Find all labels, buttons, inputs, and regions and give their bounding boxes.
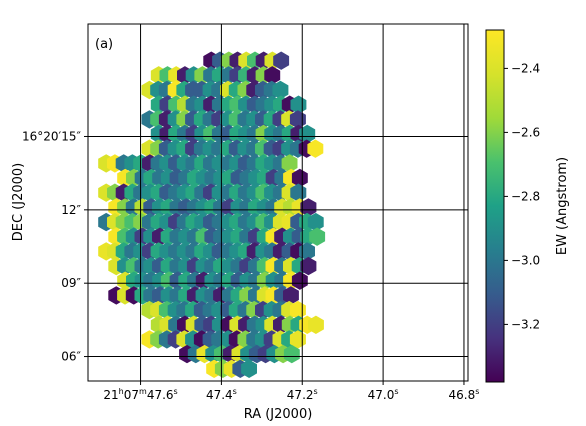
hex-cell — [291, 168, 308, 188]
hex-cell — [291, 271, 308, 290]
y-tick-label: 16°20′15″ — [22, 129, 82, 143]
colorbar-tick-label: −2.4 — [511, 61, 540, 75]
y-axis-label: DEC (J2000) — [11, 163, 26, 242]
coordinate-grid — [88, 24, 468, 381]
hex-cell — [299, 242, 315, 261]
x-tick-label: 47.4s​ — [206, 387, 237, 402]
panel-label: (a) — [95, 37, 113, 52]
hex-cell — [273, 51, 290, 70]
hexbin-cells — [98, 51, 326, 378]
colorbar-tick-label: −3.0 — [511, 253, 540, 267]
hex-cell — [307, 139, 324, 158]
x-tick-label: 21h​07m​47.6s​ — [103, 387, 177, 402]
hex-cell — [272, 80, 289, 100]
hex-cell — [283, 344, 300, 364]
x-tick-label: 47.2s​ — [287, 387, 318, 402]
y-tick-label: 09″ — [61, 276, 81, 290]
hex-cell — [300, 256, 317, 276]
x-axis-ticks: 21h​07m​47.6s​ 47.4s​ 47.2s​ 47.0s​ 46.8s​ — [103, 381, 479, 402]
colorbar-tick-label: −2.6 — [511, 125, 540, 139]
hex-cell — [300, 198, 317, 217]
y-axis-ticks: 16°20′15″ 12″ 09″ 06″ — [22, 129, 88, 364]
colorbar-label: EW (Angstrom) — [555, 157, 570, 255]
hex-cell — [281, 154, 298, 173]
colorbar-ticks: −2.4 −2.6 −2.8 −3.0 −3.2 — [504, 61, 540, 331]
hex-cell — [307, 212, 324, 232]
colorbar — [485, 29, 505, 383]
x-tick-label: 46.8s​ — [449, 387, 480, 402]
y-tick-label: 06″ — [61, 350, 81, 364]
colorbar-tick-label: −2.8 — [511, 189, 540, 203]
hex-cell — [283, 286, 299, 305]
hex-cell — [264, 66, 281, 85]
x-tick-label: 47.0s​ — [368, 387, 399, 402]
hex-cell — [309, 227, 326, 246]
x-axis-label: RA (J2000) — [244, 407, 313, 422]
y-tick-label: 12″ — [61, 203, 81, 217]
plot-frame — [87, 23, 469, 382]
hex-cell — [299, 124, 316, 144]
hex-cell — [308, 315, 324, 334]
colorbar-tick-label: −3.2 — [511, 317, 540, 331]
hex-cell — [241, 359, 257, 378]
